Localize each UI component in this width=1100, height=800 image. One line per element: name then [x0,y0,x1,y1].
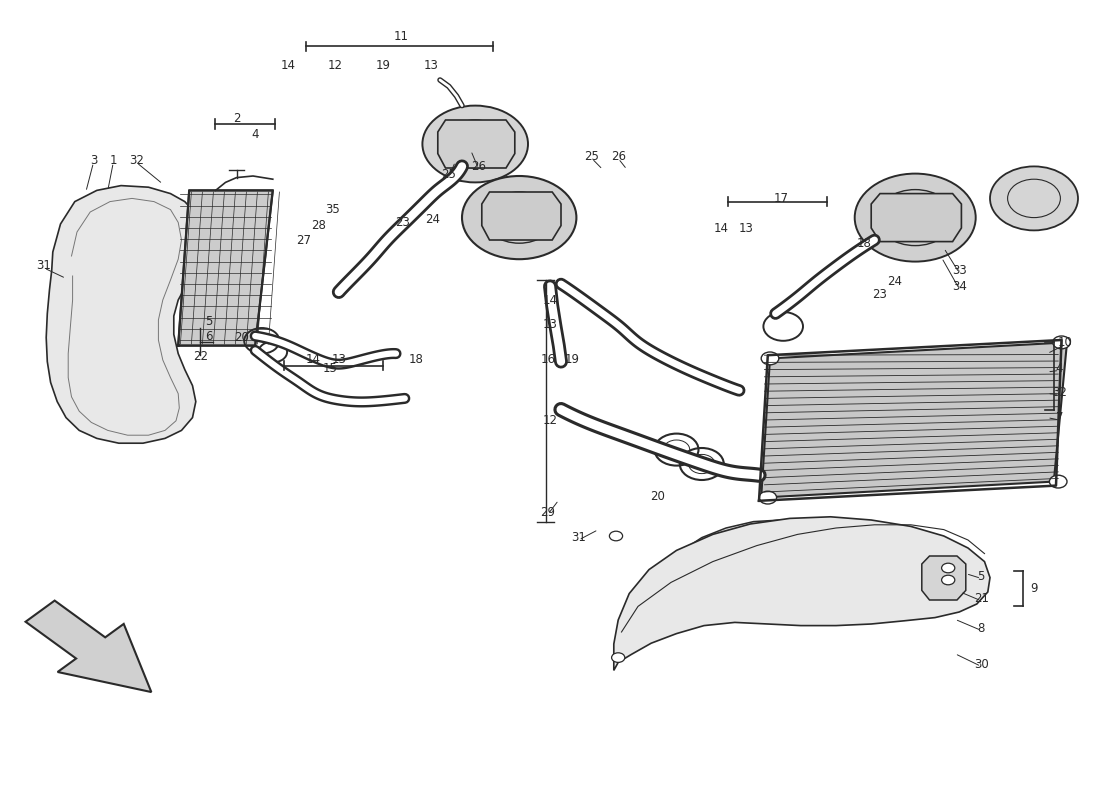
Text: 14: 14 [542,294,558,306]
Polygon shape [46,186,200,443]
Text: 28: 28 [311,219,327,232]
Circle shape [612,653,625,662]
Text: 19: 19 [564,354,580,366]
Text: 20: 20 [234,331,250,344]
Text: 6: 6 [206,330,212,342]
Text: 9: 9 [1031,582,1037,594]
Text: 27: 27 [296,234,311,246]
Text: 34: 34 [952,280,967,293]
Text: 5: 5 [978,570,984,582]
Text: 24: 24 [425,213,440,226]
Text: 31: 31 [571,531,586,544]
Text: 13: 13 [542,318,558,330]
Text: 32: 32 [1052,386,1067,398]
Text: 14: 14 [280,59,296,72]
Text: 14: 14 [306,354,321,366]
Text: 10: 10 [1057,336,1072,349]
Text: 4: 4 [1056,362,1063,374]
Polygon shape [871,194,961,242]
Circle shape [462,176,576,259]
Polygon shape [761,342,1067,498]
Text: 13: 13 [738,222,754,235]
Text: 24: 24 [887,275,902,288]
Text: 18: 18 [408,354,424,366]
Circle shape [462,134,488,154]
Circle shape [422,106,528,182]
Polygon shape [614,517,990,670]
Text: 4: 4 [252,128,258,141]
Text: 11: 11 [394,30,409,42]
Polygon shape [680,520,845,574]
Polygon shape [482,192,561,240]
Circle shape [1049,475,1067,488]
Text: 18: 18 [857,237,872,250]
Text: 33: 33 [952,264,967,277]
Text: 23: 23 [872,288,888,301]
Circle shape [506,208,532,227]
Circle shape [761,352,779,365]
Text: 3: 3 [90,154,97,166]
Text: 1: 1 [110,154,117,166]
Text: 13: 13 [424,59,439,72]
Circle shape [942,563,955,573]
Text: 30: 30 [974,658,989,670]
Text: 7: 7 [1056,411,1063,424]
Text: 20: 20 [650,490,666,502]
Text: 14: 14 [714,222,729,235]
Text: 17: 17 [773,192,789,205]
Circle shape [855,174,976,262]
Text: 21: 21 [974,592,989,605]
Circle shape [1053,336,1070,349]
Text: 29: 29 [540,506,556,518]
Text: 16: 16 [540,354,556,366]
Text: 15: 15 [322,362,338,374]
Circle shape [900,206,931,229]
Text: 35: 35 [324,203,340,216]
Text: 12: 12 [328,59,343,72]
Text: 13: 13 [331,354,346,366]
Text: 8: 8 [978,622,984,634]
Text: 31: 31 [36,259,52,272]
Text: 23: 23 [395,216,410,229]
Circle shape [990,166,1078,230]
Text: 22: 22 [192,350,208,363]
Text: 32: 32 [129,154,144,166]
Text: 26: 26 [610,150,626,162]
Polygon shape [178,190,273,346]
Polygon shape [438,120,515,168]
Circle shape [759,491,777,504]
Polygon shape [922,556,966,600]
Circle shape [942,575,955,585]
Polygon shape [25,601,152,692]
Text: 25: 25 [441,168,456,181]
Text: 25: 25 [584,150,600,162]
Text: 2: 2 [233,112,240,125]
Text: 12: 12 [542,414,558,426]
Text: 19: 19 [375,59,390,72]
Text: 5: 5 [206,315,212,328]
Circle shape [609,531,623,541]
Text: 26: 26 [471,160,486,173]
